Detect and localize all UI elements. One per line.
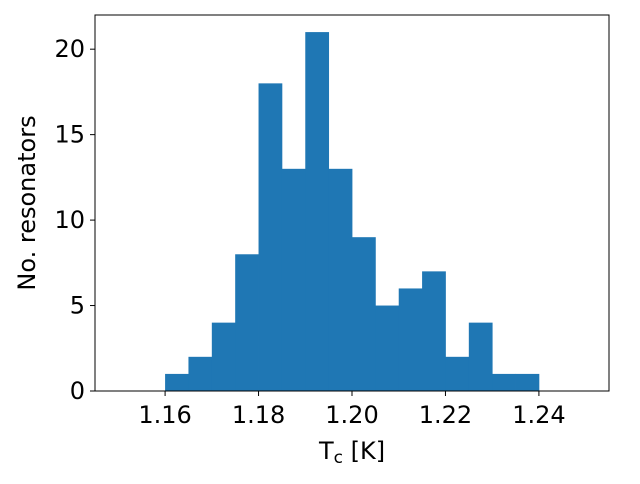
y-axis-ticks: 0 5 10 15 20 bbox=[54, 35, 95, 405]
x-tick-label: 1.18 bbox=[232, 401, 285, 429]
x-tick-label: 1.20 bbox=[325, 401, 378, 429]
histogram-bar bbox=[398, 288, 423, 391]
histogram-bar bbox=[492, 373, 516, 391]
plot-frame bbox=[94, 14, 610, 392]
histogram-bar bbox=[281, 168, 306, 391]
y-tick-label: 5 bbox=[70, 292, 85, 320]
y-tick-label: 10 bbox=[54, 206, 85, 234]
x-axis-label-subscript: c bbox=[334, 448, 343, 468]
x-axis-label-symbol: T bbox=[318, 437, 334, 465]
histogram-bar bbox=[211, 322, 236, 391]
y-tick-label: 0 bbox=[70, 377, 85, 405]
histogram-bar bbox=[422, 271, 446, 391]
histogram-bar bbox=[235, 254, 259, 391]
y-tick-label: 20 bbox=[54, 35, 85, 63]
histogram-bar bbox=[445, 356, 470, 391]
bars-layer bbox=[165, 32, 540, 391]
histogram-bar bbox=[468, 322, 493, 391]
histogram-bar bbox=[305, 32, 330, 391]
histogram-bar bbox=[352, 237, 376, 391]
histogram-bar bbox=[328, 168, 353, 391]
x-axis-label: Tc [K] bbox=[318, 437, 385, 468]
histogram-bar bbox=[165, 373, 189, 391]
histogram-bar bbox=[375, 305, 400, 391]
y-tick-label: 15 bbox=[54, 121, 85, 149]
histogram-bar bbox=[188, 356, 213, 391]
y-axis-label: No. resonators bbox=[13, 115, 41, 290]
x-tick-label: 1.22 bbox=[419, 401, 472, 429]
x-tick-label: 1.16 bbox=[138, 401, 191, 429]
x-axis-label-unit: [K] bbox=[343, 437, 385, 465]
x-axis-ticks: 1.16 1.18 1.20 1.22 1.24 bbox=[138, 391, 566, 429]
histogram-bar bbox=[515, 373, 540, 391]
x-tick-label: 1.24 bbox=[512, 401, 565, 429]
histogram-bar bbox=[258, 83, 283, 391]
